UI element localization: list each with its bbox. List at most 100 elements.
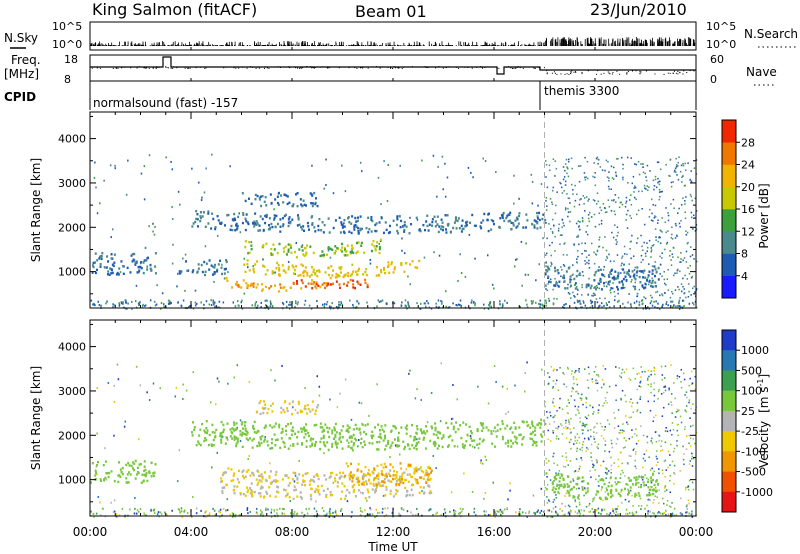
- scatter-cell: [685, 261, 688, 263]
- scatter-cell: [407, 304, 410, 307]
- data-cell: [248, 269, 251, 272]
- scatter-cell: [602, 202, 605, 205]
- data-cell: [292, 272, 295, 275]
- scatter-cell: [636, 242, 638, 244]
- scatter-cell: [484, 160, 487, 163]
- scatter-cell: [605, 159, 608, 162]
- data-cell: [125, 481, 128, 484]
- power-scale-tick-label: 24: [741, 159, 755, 172]
- scatter-cell: [574, 296, 576, 298]
- scatter-cell: [623, 306, 626, 309]
- scatter-cell: [575, 442, 578, 444]
- scatter-cell: [684, 394, 686, 396]
- scatter-cell: [622, 471, 624, 474]
- data-cell: [541, 217, 544, 221]
- scatter-cell: [605, 249, 608, 252]
- scatter-cell: [648, 186, 650, 189]
- data-cell: [274, 473, 277, 476]
- scatter-cell: [615, 443, 618, 445]
- scatter-cell: [332, 511, 334, 514]
- data-cell: [641, 285, 644, 288]
- data-cell: [144, 474, 147, 478]
- data-cell: [252, 267, 255, 270]
- data-cell: [277, 191, 280, 195]
- scatter-cell: [579, 420, 581, 423]
- scatter-cell: [620, 398, 622, 401]
- nave-point: [570, 72, 572, 74]
- scatter-cell: [233, 376, 235, 379]
- scatter-cell: [135, 284, 138, 287]
- scatter-cell: [561, 455, 564, 457]
- scatter-cell: [660, 445, 662, 447]
- scatter-cell: [615, 175, 618, 177]
- scatter-cell: [563, 243, 565, 245]
- data-cell: [351, 215, 354, 218]
- data-cell: [261, 283, 264, 286]
- scatter-cell: [647, 498, 649, 501]
- scatter-cell: [546, 475, 548, 478]
- scatter-cell: [664, 487, 666, 489]
- scatter-cell: [556, 191, 558, 193]
- scatter-cell: [620, 156, 623, 159]
- scatter-cell: [650, 256, 652, 258]
- scatter-cell: [582, 440, 585, 443]
- scatter-cell: [569, 201, 571, 204]
- scatter-cell: [325, 514, 328, 517]
- scatter-cell: [577, 409, 580, 412]
- scatter-cell: [669, 480, 671, 482]
- data-cell: [378, 251, 381, 255]
- data-cell: [212, 217, 215, 221]
- data-cell: [535, 220, 538, 223]
- data-cell: [100, 257, 103, 261]
- data-cell: [265, 204, 268, 207]
- scatter-cell: [615, 239, 617, 241]
- scatter-cell: [690, 170, 692, 172]
- data-cell: [246, 490, 249, 494]
- scatter-cell: [304, 299, 307, 302]
- scatter-cell: [648, 307, 651, 310]
- scatter-cell: [597, 480, 599, 483]
- scatter-cell: [626, 421, 628, 424]
- scatter-cell: [495, 171, 497, 174]
- nave-point: [608, 72, 610, 74]
- scatter-cell: [463, 472, 465, 475]
- scatter-cell: [109, 164, 112, 167]
- data-cell: [150, 475, 153, 478]
- scatter-cell: [658, 502, 660, 504]
- scatter-cell: [561, 433, 564, 435]
- nave-point: [686, 71, 688, 73]
- data-cell: [480, 227, 483, 230]
- data-cell: [280, 194, 283, 197]
- scatter-cell: [620, 201, 622, 204]
- scatter-cell: [670, 506, 672, 508]
- scatter-cell: [105, 302, 107, 305]
- scatter-cell: [513, 265, 516, 268]
- scatter-cell: [493, 510, 496, 513]
- data-cell: [356, 250, 359, 253]
- scatter-cell: [608, 188, 610, 190]
- scatter-cell: [564, 207, 567, 209]
- scatter-cell: [221, 435, 224, 438]
- scatter-cell: [276, 515, 279, 518]
- scatter-cell: [601, 509, 603, 512]
- scatter-cell: [177, 272, 179, 275]
- scatter-cell: [234, 305, 237, 308]
- data-cell: [354, 495, 357, 498]
- data-cell: [331, 471, 334, 475]
- data-cell: [130, 254, 133, 257]
- data-cell: [91, 461, 94, 465]
- scatter-cell: [673, 507, 676, 510]
- scatter-cell: [633, 269, 636, 271]
- data-cell: [622, 268, 625, 271]
- scatter-cell: [260, 301, 263, 304]
- scatter-cell: [643, 453, 646, 456]
- scatter-cell: [161, 292, 164, 295]
- data-cell: [454, 219, 457, 222]
- data-cell: [375, 266, 378, 269]
- data-cell: [213, 271, 216, 274]
- scatter-cell: [518, 197, 520, 200]
- scatter-cell: [274, 271, 277, 274]
- scatter-cell: [636, 295, 638, 298]
- y-tick-label: 1000: [58, 266, 86, 279]
- scatter-cell: [410, 511, 412, 514]
